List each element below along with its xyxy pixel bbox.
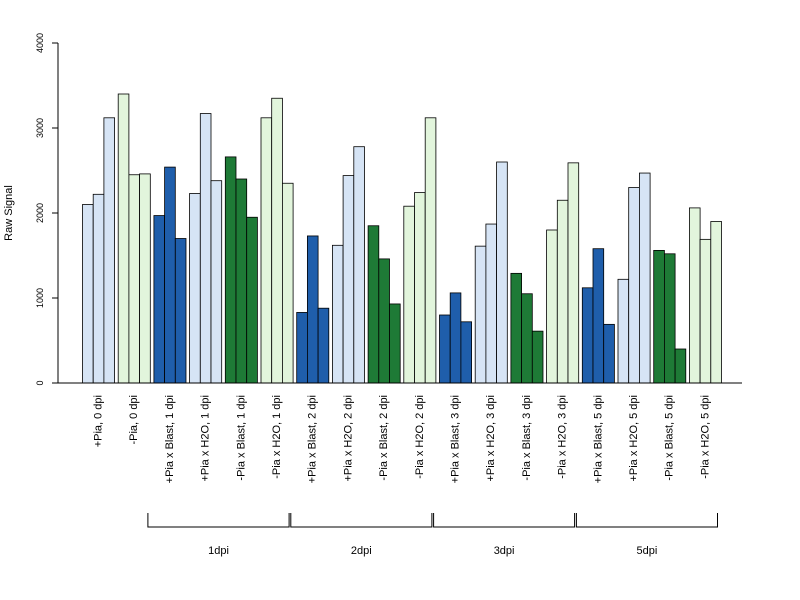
bar [628, 187, 640, 384]
x-tick-label: -Pia x H2O, 1 dpi [271, 395, 283, 479]
bar [128, 174, 140, 384]
bar [496, 161, 508, 384]
bar [389, 303, 401, 384]
bar [246, 216, 258, 384]
group-label: 2dpi [351, 545, 372, 557]
bar [449, 292, 462, 384]
x-tick-label: -Pia x Blast, 3 dpi [521, 395, 533, 481]
bar [674, 348, 687, 384]
group-bracket [290, 513, 433, 528]
bar [556, 199, 569, 384]
bar [414, 192, 426, 384]
bar [460, 321, 472, 384]
bar [164, 166, 176, 384]
bar [189, 193, 201, 384]
x-tick-label: -Pia x H2O, 2 dpi [414, 395, 426, 479]
bar [710, 221, 722, 384]
x-tick-label: -Pia x H2O, 5 dpi [699, 395, 711, 479]
bar [306, 235, 319, 384]
bar [378, 258, 390, 384]
group-brackets: 1dpi 2dpi 3dpi 5dpi [147, 513, 718, 557]
bar [424, 117, 437, 384]
bar [260, 117, 273, 384]
bar [224, 156, 237, 384]
bar [353, 146, 365, 384]
bar [639, 172, 651, 384]
bar [617, 278, 630, 384]
bar [439, 314, 451, 384]
x-tick-label: +Pia x Blast, 1 dpi [164, 395, 176, 483]
bar [235, 178, 248, 384]
x-tick-label: -Pia x H2O, 3 dpi [557, 395, 569, 479]
x-tick-label: -Pia x Blast, 5 dpi [664, 395, 676, 481]
x-tick-label: -Pia x Blast, 2 dpi [378, 395, 390, 481]
bar [546, 229, 558, 384]
category-labels: +Pia, 0 dpi -Pia, 0 dpi +Pia x Blast, 1 dp… [92, 395, 711, 483]
x-tick-label: +Pia x H2O, 2 dpi [342, 395, 354, 482]
bar [199, 113, 212, 384]
bar [296, 312, 308, 384]
y-tick-label: 4000 [35, 33, 45, 53]
bar [531, 330, 544, 384]
bar [403, 205, 415, 384]
x-tick-label: +Pia x Blast, 2 dpi [307, 395, 319, 483]
bar [474, 245, 487, 384]
group-bracket [433, 513, 576, 528]
y-tick-label: 2000 [35, 203, 45, 223]
y-tick-label: 0 [35, 380, 45, 385]
y-tick-label: 3000 [35, 118, 45, 138]
group-label: 3dpi [494, 545, 515, 557]
group-label: 5dpi [637, 545, 658, 557]
bars [82, 93, 722, 384]
bar [82, 204, 94, 384]
bar [342, 175, 355, 384]
bar [485, 223, 497, 384]
bar [653, 249, 665, 384]
group-bracket [147, 513, 290, 528]
bar [699, 238, 712, 384]
x-tick-label: -Pia, 0 dpi [128, 395, 140, 445]
x-tick-label: +Pia x H2O, 1 dpi [200, 395, 212, 482]
bar [317, 307, 330, 384]
y-axis: 0 1000 2000 3000 4000 [35, 33, 59, 386]
x-tick-label: +Pia x Blast, 3 dpi [449, 395, 461, 483]
group-label: 1dpi [208, 545, 229, 557]
bar [581, 287, 594, 384]
bar [367, 225, 380, 384]
bar [117, 93, 130, 384]
bar [210, 180, 223, 384]
bar [664, 253, 676, 384]
bar [689, 207, 701, 384]
bar [331, 244, 344, 384]
y-axis-title: Raw Signal [3, 185, 15, 241]
bar [567, 162, 580, 384]
bar [139, 173, 151, 384]
x-tick-label: +Pia x Blast, 5 dpi [592, 395, 604, 483]
bar [521, 293, 533, 384]
bar [174, 238, 187, 384]
bar [603, 323, 615, 384]
x-tick-label: +Pia x H2O, 5 dpi [628, 395, 640, 482]
bar [92, 193, 105, 384]
group-bracket [575, 513, 718, 528]
bar [281, 182, 294, 384]
bar [103, 117, 116, 384]
x-tick-label: +Pia, 0 dpi [92, 395, 104, 447]
bar [592, 248, 605, 384]
x-tick-label: +Pia x H2O, 3 dpi [485, 395, 497, 482]
bar [510, 272, 522, 384]
y-tick-label: 1000 [35, 288, 45, 308]
bar [153, 215, 165, 384]
x-tick-label: -Pia x Blast, 1 dpi [235, 395, 247, 481]
bar [271, 97, 283, 384]
